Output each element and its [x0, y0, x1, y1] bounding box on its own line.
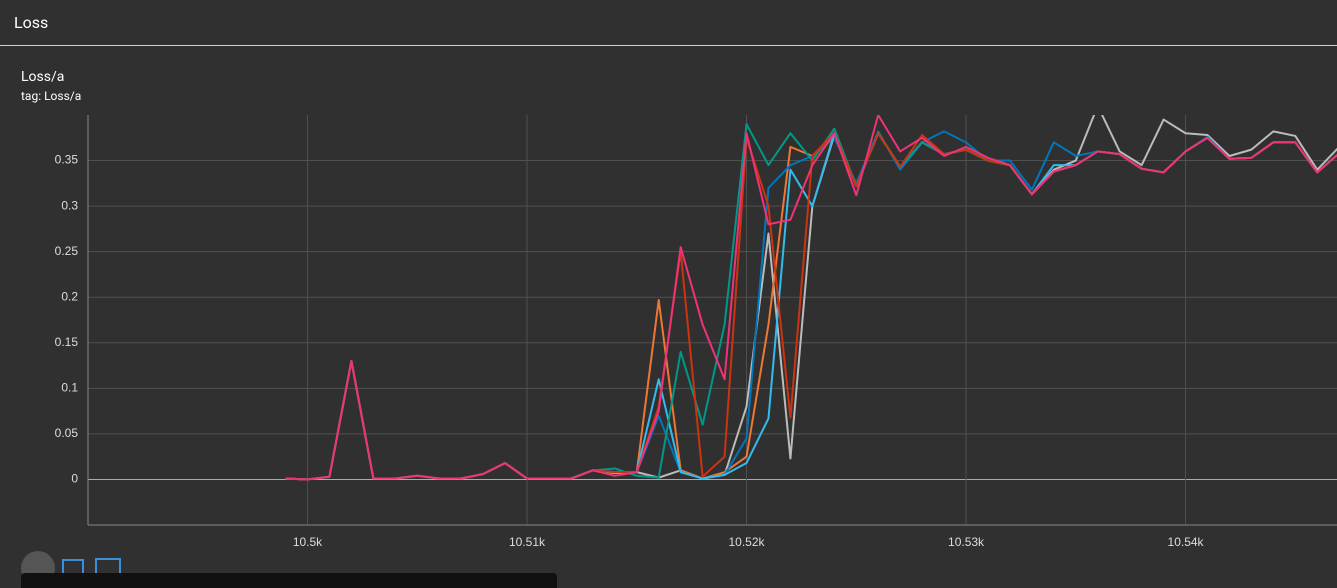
y-tick-label: 0.1: [61, 381, 78, 395]
x-tick-label: 10.5k: [293, 535, 323, 549]
y-tick-label: 0.2: [61, 289, 78, 303]
series-line: [285, 130, 1337, 481]
series-line: [285, 115, 1337, 481]
y-tick-label: 0.3: [61, 198, 78, 212]
y-tick-label: 0.35: [55, 153, 79, 167]
y-tick-label: 0.25: [55, 244, 79, 258]
x-tick-label: 10.53k: [948, 535, 985, 549]
y-tick-label: 0: [71, 472, 78, 486]
x-tick-label: 10.51k: [509, 535, 546, 549]
series-line: [285, 132, 1337, 481]
y-tick-label: 0.05: [55, 426, 79, 440]
tooltip-bar: [21, 573, 557, 588]
header-title: Loss: [14, 13, 49, 32]
x-tick-label: 10.54k: [1168, 535, 1205, 549]
series-line: [285, 132, 1337, 481]
series-line: [285, 132, 1337, 481]
x-tick-label: 10.52k: [729, 535, 766, 549]
y-tick-label: 0.15: [55, 335, 79, 349]
card-tag: tag: Loss/a: [21, 89, 82, 103]
card-title: Loss/a: [21, 69, 65, 85]
header: Loss: [0, 0, 1337, 46]
